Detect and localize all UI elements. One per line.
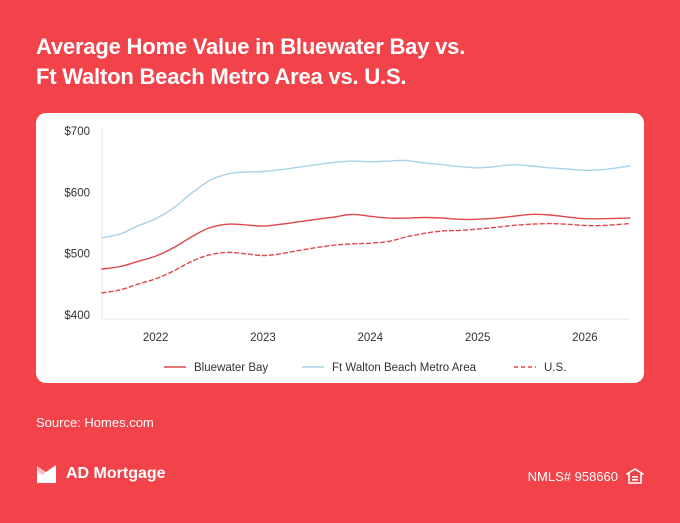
ad-mortgage-logo-icon [37,465,56,483]
legend-label: Ft Walton Beach Metro Area [332,362,477,374]
y-tick-label: $400 [64,310,90,322]
line-chart: $400 $500 $600 $700 2022 2023 2024 2025 2026 Bl… [64,126,631,374]
x-tick-label: 2023 [250,332,276,344]
legend-label: U.S. [544,362,566,374]
x-tick-label: 2022 [143,332,169,344]
legend-label: Bluewater Bay [194,362,268,374]
legend-item-ft-walton-metro: Ft Walton Beach Metro Area [302,362,477,374]
chart-card: $400 $500 $600 $700 2022 2023 2024 2025 2026 Bl… [36,113,644,383]
chart-title-line-1: Average Home Value in Bluewater Bay vs. [36,34,466,59]
chart-title: Average Home Value in Bluewater Bay vs. … [36,32,636,92]
legend: Bluewater Bay Ft Walton Beach Metro Area U… [164,362,566,374]
legend-item-us: U.S. [514,362,566,374]
nmls-block: NMLS# 958660 [528,468,644,484]
x-tick-label: 2026 [572,332,598,344]
nmls-number: NMLS# 958660 [527,468,618,484]
series-lines [101,159,631,294]
y-tick-label: $600 [64,187,90,199]
y-tick-label: $700 [64,126,90,138]
x-tick-label: 2024 [357,332,383,344]
x-axis: 2022 2023 2024 2025 2026 [143,332,598,344]
legend-item-bluewater-bay: Bluewater Bay [164,362,268,374]
series-line-us [101,222,631,294]
equal-housing-icon [626,468,644,484]
brand-block: AD Mortgage [36,461,166,487]
source-note: Source: Homes.com [36,415,154,430]
series-line-ft-walton-metro [101,159,631,239]
chart-title-line-2: Ft Walton Beach Metro Area vs. U.S. [36,64,407,89]
series-line-bluewater-bay [101,213,631,270]
y-axis: $400 $500 $600 $700 [64,126,90,322]
x-tick-label: 2025 [465,332,491,344]
brand-name: AD Mortgage [66,465,166,482]
y-tick-label: $500 [64,249,90,261]
